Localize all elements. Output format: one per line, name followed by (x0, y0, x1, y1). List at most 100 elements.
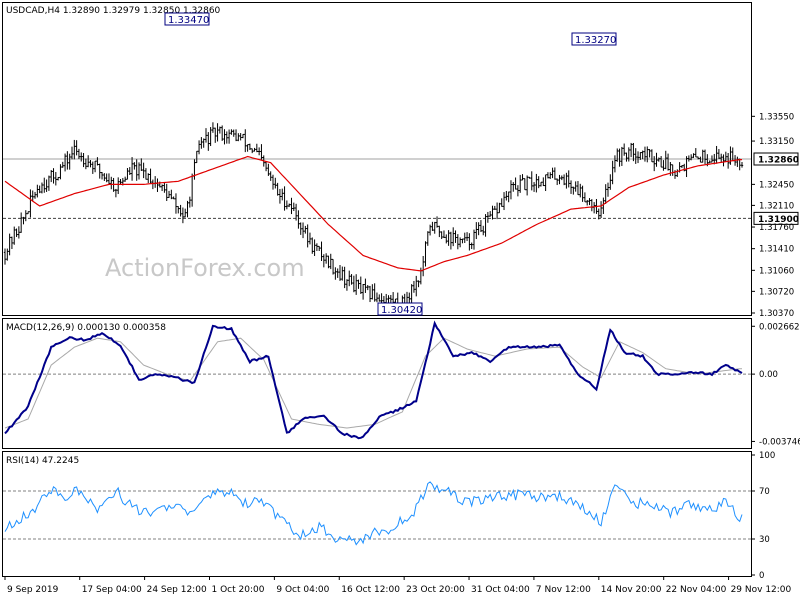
price-tag: 1.32860 (753, 152, 799, 166)
ohlc-bar (84, 158, 88, 170)
ohlc-bar (80, 152, 83, 162)
ohlc-bar (528, 176, 531, 179)
ohlc-bar (539, 181, 543, 187)
ohlc-bar (103, 173, 106, 181)
ohlc-bar (740, 162, 744, 168)
ohlc-bar (190, 173, 194, 207)
ohlc-bar (140, 158, 143, 171)
ohlc-bar (650, 149, 654, 163)
ohlc-bar (128, 167, 131, 175)
ohlc-bar (274, 177, 277, 189)
price-annotations: 1.33470 1.33270 1.30420 (164, 12, 617, 316)
ohlc-bar (33, 191, 37, 199)
ohlc-bar (579, 183, 582, 198)
ohlc-bar (281, 188, 284, 201)
ohlc-bar (172, 196, 175, 200)
ohlc-bar (13, 226, 16, 245)
ohlc-bar (15, 228, 18, 237)
ohlc-bar (63, 153, 67, 172)
ohlc-bar (627, 147, 630, 162)
ohlc-bar (724, 151, 728, 162)
ohlc-bar (516, 185, 520, 197)
ohlc-bar (620, 146, 624, 166)
moving-average (4, 155, 742, 272)
x-tick-label: 14 Nov 20:00 (601, 585, 662, 595)
ohlc-bar (338, 264, 342, 281)
ohlc-bar (440, 231, 443, 240)
ohlc-bar (341, 266, 344, 281)
ohlc-bar (26, 211, 30, 215)
ohlc-bar (500, 198, 503, 207)
ohlc-bar (38, 185, 41, 194)
ohlc-bar (461, 238, 464, 244)
x-tick-label: 7 Nov 12:00 (536, 585, 591, 595)
ohlc-bar (96, 157, 99, 166)
ohlc-bar (133, 162, 136, 170)
ohlc-bar (505, 190, 508, 201)
ohlc-bar (512, 182, 515, 192)
ohlc-bar (653, 156, 656, 172)
ohlc-bar (586, 199, 589, 206)
ohlc-bar (181, 207, 185, 224)
ohlc-bar (223, 129, 226, 145)
price-annotation: 1.33470 (164, 12, 210, 26)
rsi-y-tick-label: 100 (759, 451, 775, 461)
ohlc-bar (193, 159, 196, 180)
x-tick-label: 17 Sep 04:00 (82, 585, 142, 595)
ohlc-bar (163, 182, 166, 193)
ohlc-bar (357, 279, 360, 289)
y-tick-label: 1.32110 (759, 201, 794, 211)
price-tag: 1.31900 (753, 211, 799, 225)
ohlc-bar (572, 186, 575, 195)
ohlc-bar (290, 197, 293, 215)
svg-text:1.31900: 1.31900 (758, 215, 799, 225)
ohlc-bar (315, 243, 319, 251)
ohlc-bar (491, 205, 494, 220)
ohlc-bar (431, 221, 434, 231)
ohlc-bar (89, 160, 92, 168)
watermark: ActionForex.com (105, 254, 305, 282)
ohlc-bar (93, 160, 97, 173)
ohlc-bar (17, 226, 21, 239)
ohlc-bar (52, 168, 55, 184)
ohlc-bar (477, 222, 480, 236)
ohlc-bar (519, 174, 522, 193)
ohlc-bar (334, 267, 337, 280)
ohlc-bar (230, 129, 233, 135)
ohlc-bar (301, 222, 305, 239)
ohlc-bar (569, 180, 573, 194)
ohlc-bar (715, 145, 718, 164)
ohlc-bar (736, 156, 739, 167)
ohlc-bar (137, 162, 141, 180)
ohlc-bar (664, 150, 667, 170)
ohlc-bar (174, 193, 178, 214)
ohlc-bar (438, 225, 441, 238)
ohlc-bar (3, 248, 7, 265)
ohlc-bar (701, 149, 704, 163)
rsi-pane-frame (2, 451, 752, 577)
ohlc-bar (555, 178, 559, 186)
ohlc-bar (509, 180, 513, 200)
ohlc-bar (629, 142, 633, 158)
ohlc-bar (632, 142, 635, 162)
ohlc-bar (211, 122, 215, 133)
ohlc-bar (625, 152, 628, 162)
ohlc-bar (616, 148, 619, 162)
ohlc-bar (456, 234, 460, 250)
ohlc-bar (248, 143, 252, 150)
ohlc-bar (713, 153, 716, 165)
ohlc-bar (350, 274, 353, 285)
price-annotation: 1.30420 (377, 302, 423, 316)
ohlc-bar (530, 171, 533, 191)
ohlc-bar (606, 182, 610, 197)
ohlc-bar (442, 230, 446, 238)
ohlc-bar (50, 170, 53, 183)
macd-y-tick-label: -0.003746 (759, 437, 800, 447)
ohlc-bar (318, 245, 321, 251)
ohlc-bar (184, 208, 187, 218)
x-tick-label: 9 Sep 2019 (7, 585, 59, 595)
ohlc-bar (149, 168, 152, 184)
ohlc-bar (710, 155, 714, 163)
ohlc-bar (47, 175, 51, 191)
ohlc-bar (447, 230, 450, 246)
